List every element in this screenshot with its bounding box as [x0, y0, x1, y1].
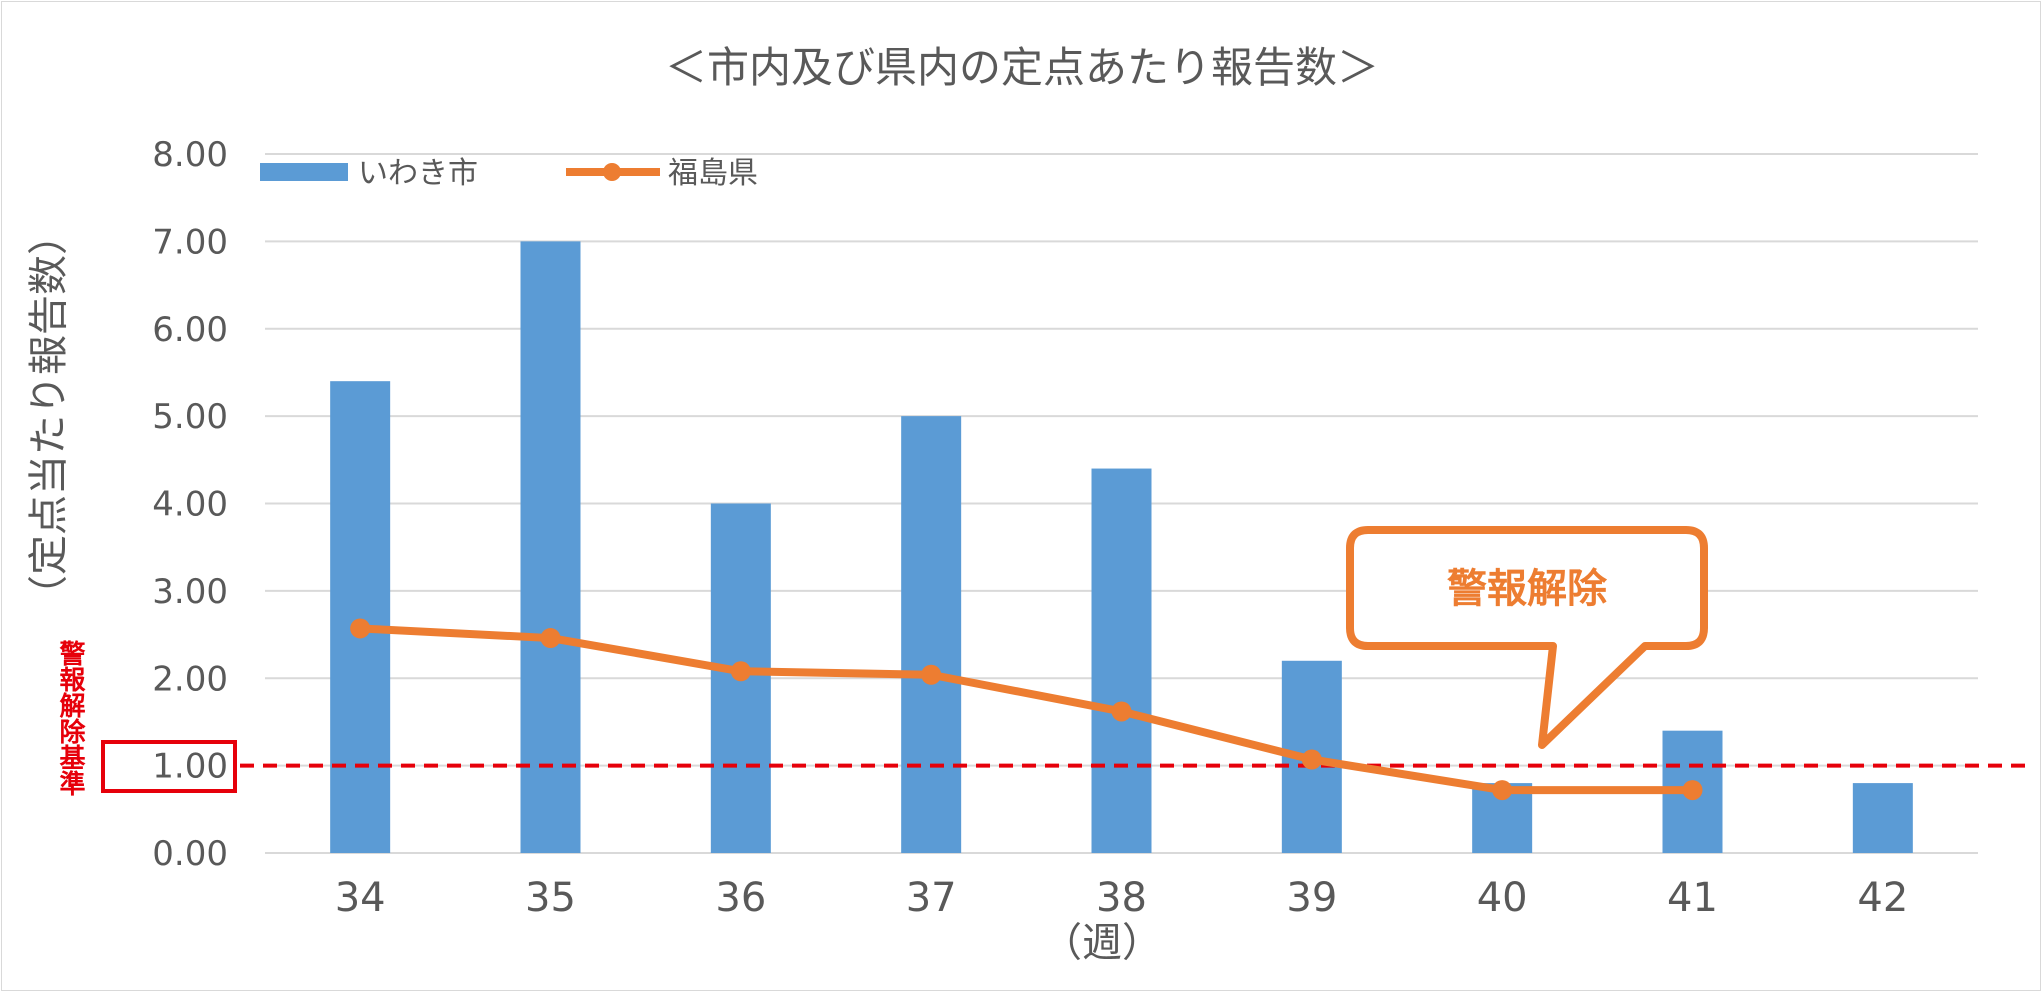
- callout-bubble: [1346, 526, 1708, 749]
- y-tick-label: 2.00: [152, 659, 228, 699]
- line-point: [350, 618, 371, 639]
- line-series: [350, 618, 1703, 801]
- legend-label-line: 福島県: [668, 156, 758, 191]
- y-tick-label: 4.00: [152, 485, 228, 525]
- line-point: [1301, 749, 1322, 770]
- bar: [330, 381, 391, 853]
- line-point: [1682, 780, 1703, 801]
- bar: [1852, 783, 1913, 853]
- line-point: [730, 661, 751, 682]
- y-tick-label: 7.00: [152, 222, 228, 262]
- chart-title: ＜市内及び県内の定点あたり報告数＞: [665, 43, 1379, 92]
- legend-swatch-marker: [603, 163, 621, 181]
- x-axis-ticks: 34 35 36 37 38 39 40 41 42: [335, 875, 1909, 921]
- x-tick-label: 40: [1477, 875, 1528, 921]
- threshold-tick-box: [101, 740, 237, 793]
- line-path: [359, 624, 1693, 795]
- legend: いわき市 福島県: [260, 156, 758, 191]
- y-tick-label: 6.00: [152, 310, 228, 350]
- bar-series: [330, 241, 1913, 853]
- y-tick-label: 8.00: [152, 135, 228, 175]
- x-tick-label: 34: [335, 875, 386, 921]
- y-tick-label: 3.00: [152, 572, 228, 612]
- callout: 警報解除: [1346, 526, 1708, 749]
- legend-label-bar: いわき市: [358, 156, 478, 191]
- y-axis-ticks: 0.00 1.00 2.00 3.00 4.00 5.00 6.00 7.00 8.00: [152, 135, 228, 874]
- line-point: [540, 628, 561, 649]
- x-tick-label: 37: [906, 875, 957, 921]
- line-point: [1492, 780, 1513, 801]
- line-point: [1111, 701, 1132, 722]
- y-tick-label: 0.00: [152, 834, 228, 874]
- x-axis-label: （週）: [1042, 920, 1162, 966]
- legend-swatch-bar: [260, 163, 348, 181]
- line-point: [921, 664, 942, 685]
- bar: [901, 416, 962, 853]
- x-tick-label: 38: [1096, 875, 1147, 921]
- y-axis-label: （定点当たり報告数）: [26, 215, 72, 615]
- bar: [520, 241, 581, 853]
- callout-text: 警報解除: [1447, 566, 1608, 612]
- x-tick-label: 41: [1667, 875, 1718, 921]
- x-tick-label: 36: [715, 875, 766, 921]
- y-tick-label: 5.00: [152, 397, 228, 437]
- x-tick-label: 35: [525, 875, 576, 921]
- x-tick-label: 42: [1857, 875, 1908, 921]
- bar: [1091, 468, 1152, 853]
- y-tick-label: 1.00: [152, 747, 228, 787]
- x-tick-label: 39: [1286, 875, 1337, 921]
- threshold-label: 警報解除基準: [55, 639, 85, 796]
